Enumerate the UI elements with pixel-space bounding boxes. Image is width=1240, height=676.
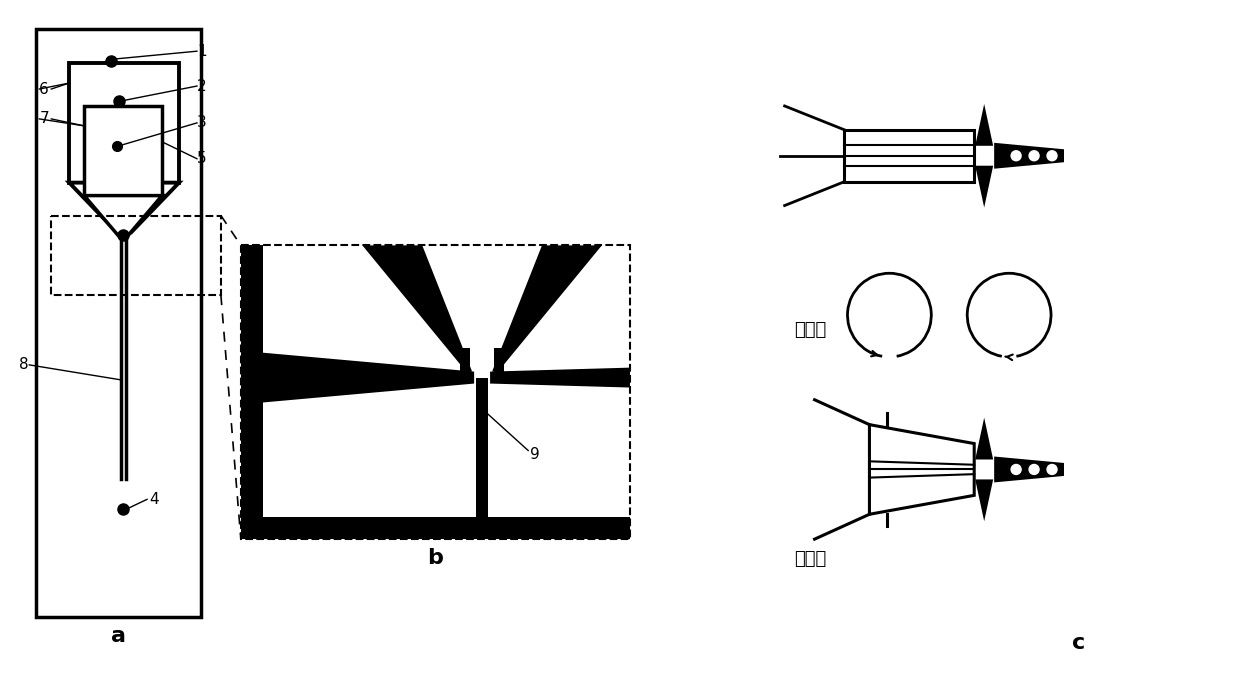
- Text: 7: 7: [40, 112, 48, 126]
- Text: 泵阀开: 泵阀开: [795, 550, 827, 568]
- Polygon shape: [975, 166, 993, 208]
- Circle shape: [1047, 151, 1056, 161]
- Circle shape: [1047, 464, 1056, 475]
- Polygon shape: [84, 195, 162, 235]
- Bar: [460, 347, 470, 378]
- Text: 9: 9: [531, 447, 539, 462]
- Text: 泵阀关: 泵阀关: [795, 321, 827, 339]
- Text: 3: 3: [197, 116, 207, 130]
- Text: b: b: [428, 548, 444, 568]
- Text: 1: 1: [197, 44, 207, 59]
- Bar: [69, 63, 179, 183]
- Bar: [241, 517, 630, 539]
- Polygon shape: [975, 418, 993, 460]
- Text: a: a: [112, 626, 126, 646]
- Polygon shape: [975, 104, 993, 146]
- Bar: [241, 245, 263, 539]
- Polygon shape: [492, 245, 601, 372]
- Text: 4: 4: [149, 492, 159, 507]
- Bar: [476, 378, 489, 517]
- Text: 8: 8: [20, 358, 29, 372]
- Polygon shape: [263, 353, 474, 402]
- Polygon shape: [69, 183, 179, 233]
- Polygon shape: [994, 456, 1064, 483]
- Polygon shape: [975, 479, 993, 521]
- Circle shape: [1029, 464, 1039, 475]
- Polygon shape: [869, 425, 975, 514]
- Polygon shape: [490, 368, 630, 387]
- Polygon shape: [994, 143, 1064, 169]
- Text: 5: 5: [197, 151, 207, 166]
- Circle shape: [1011, 151, 1021, 161]
- Polygon shape: [362, 245, 472, 372]
- Text: 6: 6: [40, 82, 50, 97]
- Bar: [51, 216, 221, 295]
- Circle shape: [1011, 464, 1021, 475]
- Text: c: c: [1073, 633, 1085, 653]
- Circle shape: [1029, 151, 1039, 161]
- Text: 2: 2: [197, 78, 207, 93]
- Bar: [494, 347, 505, 378]
- Bar: [241, 245, 630, 539]
- Bar: [36, 29, 201, 617]
- Bar: [844, 130, 975, 182]
- Bar: [84, 106, 162, 195]
